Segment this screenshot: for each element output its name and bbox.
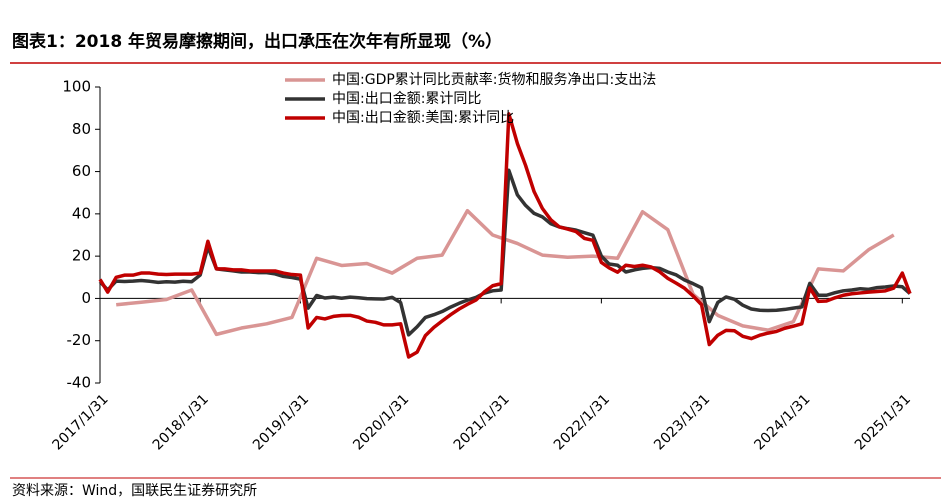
legend-label: 中国:出口金额:美国:累计同比 <box>332 110 514 126</box>
source-note: 资料来源：Wind，国联民生证券研究所 <box>12 483 257 499</box>
x-tick-label: 2025/1/31 <box>852 391 914 453</box>
legend-label: 中国:出口金额:累计同比 <box>332 91 481 107</box>
x-tick-label: 2024/1/31 <box>751 391 813 453</box>
x-tick-label: 2017/1/31 <box>50 391 112 453</box>
y-tick-label: 0 <box>81 289 91 307</box>
y-tick-label: 60 <box>72 162 91 180</box>
y-tick-label: -20 <box>67 331 92 349</box>
x-tick-label: 2022/1/31 <box>551 391 613 453</box>
x-tick-label: 2018/1/31 <box>150 391 212 453</box>
chart-title: 图表1：2018 年贸易摩擦期间，出口承压在次年有所显现（%） <box>12 31 502 52</box>
y-tick-label: 80 <box>72 120 91 138</box>
x-tick-label: 2020/1/31 <box>350 391 412 453</box>
y-tick-label: 40 <box>72 204 91 222</box>
series-line <box>98 112 912 359</box>
x-tick-label: 2021/1/31 <box>451 391 513 453</box>
y-tick-label: 100 <box>62 78 91 96</box>
y-tick-label: -40 <box>67 374 92 392</box>
x-tick-label: 2019/1/31 <box>250 391 312 453</box>
legend-label: 中国:GDP累计同比贡献率:货物和服务净出口:支出法 <box>332 71 656 88</box>
y-tick-label: 20 <box>72 247 91 265</box>
x-tick-label: 2023/1/31 <box>651 391 713 453</box>
